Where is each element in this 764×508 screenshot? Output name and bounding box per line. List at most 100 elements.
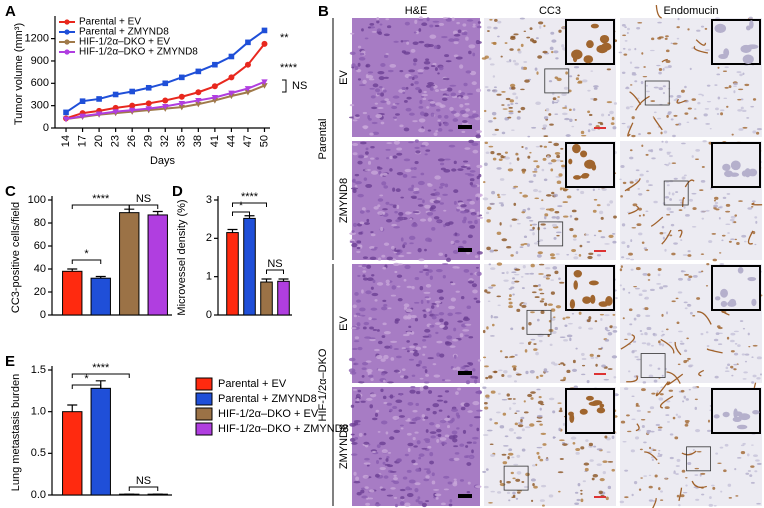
cell xyxy=(404,168,412,173)
cell xyxy=(593,234,597,237)
cell xyxy=(450,282,456,286)
cell xyxy=(522,302,528,306)
cell xyxy=(402,476,408,480)
cell xyxy=(496,231,502,235)
cell xyxy=(724,443,729,447)
row-label: EV xyxy=(338,70,350,85)
cell xyxy=(469,208,476,212)
cell xyxy=(403,158,411,162)
cell xyxy=(601,364,606,368)
cell xyxy=(351,327,357,330)
cell xyxy=(403,127,410,132)
cell xyxy=(452,38,460,42)
cell xyxy=(433,374,441,378)
cell xyxy=(717,206,722,209)
cell xyxy=(435,331,439,335)
cell xyxy=(387,69,394,73)
cell xyxy=(592,188,595,192)
legend-label: HIF-1/2α–DKO + ZMYND8 xyxy=(218,423,349,435)
cell xyxy=(723,97,728,100)
cell xyxy=(530,263,535,268)
cell xyxy=(417,69,424,73)
cell xyxy=(545,208,552,211)
cell xyxy=(708,240,713,243)
cell xyxy=(363,321,370,326)
cell xyxy=(453,457,460,461)
cell xyxy=(510,254,514,257)
cell xyxy=(523,243,528,245)
cell xyxy=(653,379,658,383)
cell xyxy=(418,105,424,109)
cell xyxy=(630,84,633,86)
cell xyxy=(563,215,569,218)
cell xyxy=(384,345,391,349)
cell xyxy=(377,340,383,345)
cell xyxy=(423,478,430,482)
cell xyxy=(522,170,526,174)
cell xyxy=(613,376,617,379)
cell xyxy=(460,295,465,300)
cell xyxy=(437,72,440,75)
cell xyxy=(468,139,475,144)
vessel xyxy=(659,395,674,409)
cell xyxy=(661,343,665,347)
cell xyxy=(443,475,450,479)
cell xyxy=(532,483,535,487)
cell xyxy=(729,218,735,222)
cell xyxy=(501,374,505,378)
cell xyxy=(383,401,388,405)
cell xyxy=(371,121,378,125)
cell xyxy=(374,503,381,507)
cell xyxy=(420,299,424,305)
cell xyxy=(508,499,511,502)
cell xyxy=(494,18,498,22)
cell xyxy=(537,318,540,322)
cell xyxy=(466,167,471,170)
cell xyxy=(359,141,367,145)
cell xyxy=(600,113,605,117)
cell xyxy=(410,167,414,170)
cell xyxy=(504,435,509,438)
cell xyxy=(622,181,627,185)
cell xyxy=(415,346,422,351)
cell xyxy=(460,210,468,214)
vessel xyxy=(681,450,697,456)
cell xyxy=(527,393,533,398)
cell xyxy=(367,371,372,376)
cell xyxy=(677,277,683,281)
data-point xyxy=(162,104,169,110)
column-header: Endomucin xyxy=(663,5,718,17)
cell xyxy=(349,371,357,375)
cell xyxy=(657,462,660,464)
cell xyxy=(676,494,680,498)
cell xyxy=(667,112,671,116)
cell xyxy=(370,157,375,160)
cell xyxy=(438,409,443,412)
y-tick-label: 2 xyxy=(206,232,212,244)
cell xyxy=(355,476,360,481)
cell xyxy=(556,216,560,220)
cell xyxy=(737,98,742,101)
cell xyxy=(747,470,752,472)
cell xyxy=(457,387,462,391)
x-tick-label: 29 xyxy=(143,135,155,147)
cell xyxy=(554,326,558,331)
cell xyxy=(713,338,719,342)
cell xyxy=(694,117,697,120)
cell xyxy=(453,54,459,58)
cell xyxy=(507,116,512,119)
cell xyxy=(757,463,762,465)
cell xyxy=(390,340,398,343)
cell xyxy=(680,239,683,241)
cell xyxy=(521,287,525,290)
cell xyxy=(441,97,448,101)
cell xyxy=(357,274,361,277)
cell xyxy=(433,488,440,491)
cell xyxy=(631,116,635,120)
cell xyxy=(352,119,358,122)
cell xyxy=(379,466,386,471)
cell xyxy=(414,482,421,486)
cell xyxy=(490,390,496,394)
y-tick-label: 100 xyxy=(28,194,46,206)
cell xyxy=(606,101,613,104)
